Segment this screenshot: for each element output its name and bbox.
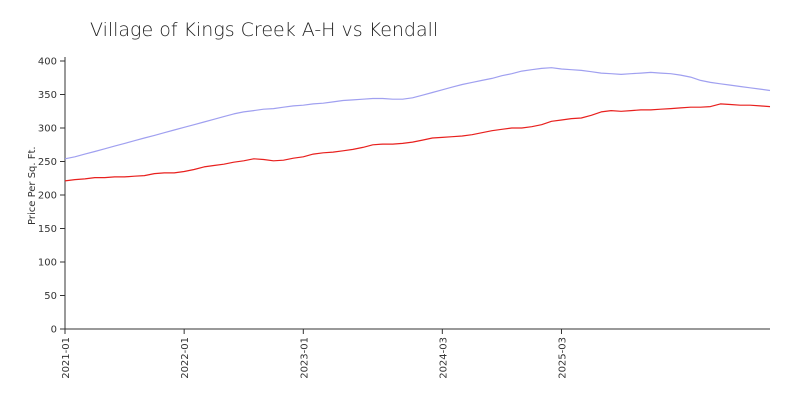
axes: 0 50 100 150 200 250 300 350 400 2021-01 2022-01 20… bbox=[38, 57, 770, 379]
series-line-2 bbox=[64, 103, 771, 182]
chart-title: Village of Kings Creek A-H vs Kendall bbox=[90, 19, 438, 41]
x-tick-label: 2025-03 bbox=[557, 337, 568, 379]
y-tick-label: 400 bbox=[38, 57, 57, 68]
y-tick-label: 300 bbox=[38, 124, 57, 135]
series-line-1 bbox=[64, 67, 771, 160]
x-tick-label: 2022-01 bbox=[180, 337, 191, 379]
y-tick-label: 50 bbox=[44, 291, 57, 302]
y-tick-label: 350 bbox=[38, 90, 57, 101]
y-tick-label: 0 bbox=[51, 325, 57, 336]
y-tick-label: 200 bbox=[38, 191, 57, 202]
x-tick-label: 2021-01 bbox=[61, 337, 72, 379]
y-tick-label: 150 bbox=[38, 224, 57, 235]
x-tick-label: 2023-01 bbox=[299, 337, 310, 379]
x-tick-label: 2024-03 bbox=[438, 337, 449, 379]
y-tick-label: 250 bbox=[38, 157, 57, 168]
series-layer bbox=[64, 67, 771, 182]
y-axis-label: Price Per Sq. Ft. bbox=[27, 146, 38, 225]
y-tick-label: 100 bbox=[38, 258, 57, 269]
